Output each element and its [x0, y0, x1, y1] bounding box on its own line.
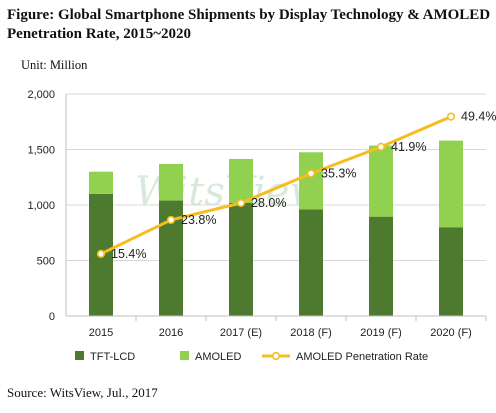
penetration-rate-label: 49.4%: [461, 110, 496, 124]
x-tick-label: 2020 (F): [430, 327, 472, 339]
penetration-rate-point: [376, 142, 386, 151]
legend-tft-lcd-label: TFT-LCD: [90, 351, 135, 363]
penetration-rate-label: 41.9%: [391, 140, 426, 154]
y-tick-label: 1,000: [27, 200, 55, 212]
source-note: Source: WitsView, Jul., 2017: [7, 385, 158, 400]
penetration-rate-point: [306, 169, 316, 178]
penetration-rate-label: 35.3%: [321, 167, 356, 181]
bar-amoled: [159, 163, 183, 201]
penetration-rate-label: 15.4%: [111, 247, 146, 261]
bar-amoled: [299, 152, 323, 210]
penetration-line: 15.4% 23.8% 28.0% 35.3% 41.9% 49.4%: [96, 110, 496, 261]
bar-tft-lcd: [299, 209, 323, 316]
penetration-rate-point: [236, 198, 246, 208]
legend-penetration-rate-label: AMOLED Penetration Rate: [296, 351, 428, 363]
penetration-rate-label: 28.0%: [251, 196, 286, 210]
y-axis: 0 500 1,000 1,500 2,000: [27, 89, 67, 323]
bar-tft-lcd: [439, 227, 463, 316]
unit-label: Unit: Million: [21, 58, 88, 72]
x-tick-label: 2015: [89, 327, 113, 339]
x-tick-label: 2016: [159, 327, 183, 339]
bar-amoled: [369, 145, 393, 217]
x-tick-label: 2017 (E): [220, 327, 262, 339]
bar-amoled: [89, 171, 113, 194]
x-tick-label: 2018 (F): [290, 327, 332, 339]
penetration-rate-point: [166, 215, 176, 225]
legend-amoled-swatch: [180, 351, 189, 360]
legend: TFT-LCD AMOLED AMOLED Penetration Rate: [75, 351, 428, 363]
penetration-rate-label: 23.8%: [181, 213, 216, 227]
bar-tft-lcd: [369, 216, 393, 316]
bar-amoled: [439, 140, 463, 228]
legend-penetration-rate-marker: [271, 351, 281, 361]
y-tick-label: 500: [37, 256, 55, 268]
chart-title: Figure: Global Smartphone Shipments by D…: [7, 7, 491, 42]
penetration-rate-line: [100, 115, 452, 256]
y-tick-label: 1,500: [27, 145, 55, 157]
penetration-rate-point: [446, 112, 456, 121]
legend-amoled-label: AMOLED: [195, 351, 242, 363]
legend-tft-lcd-swatch: [75, 351, 84, 360]
y-tick-label: 2,000: [27, 89, 55, 101]
x-tick-label: 2019 (F): [360, 327, 402, 339]
bar-tft-lcd: [229, 202, 253, 316]
bar-amoled: [229, 158, 253, 203]
bars: [89, 140, 463, 316]
y-tick-label: 0: [49, 311, 55, 323]
x-axis: 2015 2016 2017 (E) 2018 (F) 2019 (F) 2020 (F): [66, 315, 487, 339]
penetration-rate-point: [96, 249, 106, 258]
gridlines: [66, 93, 486, 261]
